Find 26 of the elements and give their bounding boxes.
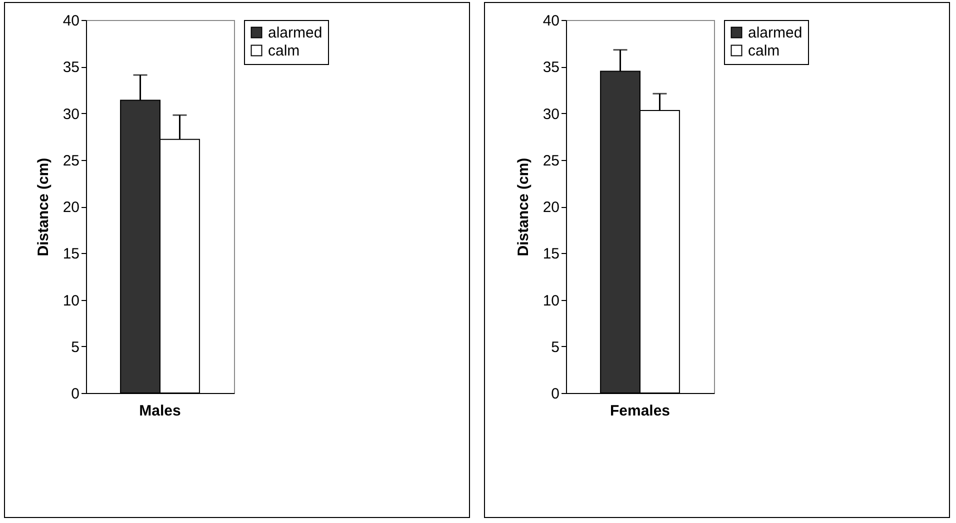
- x-tick-label: Females: [610, 402, 670, 420]
- y-tick-label: 40: [62, 12, 80, 30]
- y-tick-label: 15: [62, 246, 80, 263]
- y-tick-label: 25: [62, 152, 80, 170]
- y-axis-title: Distance (cm): [34, 158, 52, 256]
- y-tick-label: 5: [551, 338, 560, 356]
- legend-label: alarmed: [268, 24, 322, 42]
- y-tick-label: 35: [62, 59, 80, 76]
- y-axis-title: Distance (cm): [514, 158, 532, 256]
- y-tick-label: 35: [542, 59, 560, 76]
- y-tick-label: 15: [542, 246, 560, 263]
- y-tick-label: 20: [542, 199, 560, 216]
- y-tick-label: 0: [551, 386, 560, 402]
- x-tick-label: Males: [139, 402, 181, 420]
- y-tick-label: 40: [542, 12, 560, 30]
- legend-label: calm: [748, 42, 780, 60]
- y-tick-label: 10: [542, 292, 560, 310]
- y-tick-label: 10: [62, 292, 80, 310]
- y-tick-label: 30: [542, 106, 560, 123]
- y-tick-label: 0: [71, 386, 80, 402]
- legend-label: calm: [268, 42, 300, 60]
- y-tick-label: 30: [62, 106, 80, 123]
- y-tick-label: 20: [62, 199, 80, 216]
- y-tick-label: 25: [542, 152, 560, 170]
- y-tick-label: 5: [71, 338, 80, 356]
- legend-label: alarmed: [748, 24, 802, 42]
